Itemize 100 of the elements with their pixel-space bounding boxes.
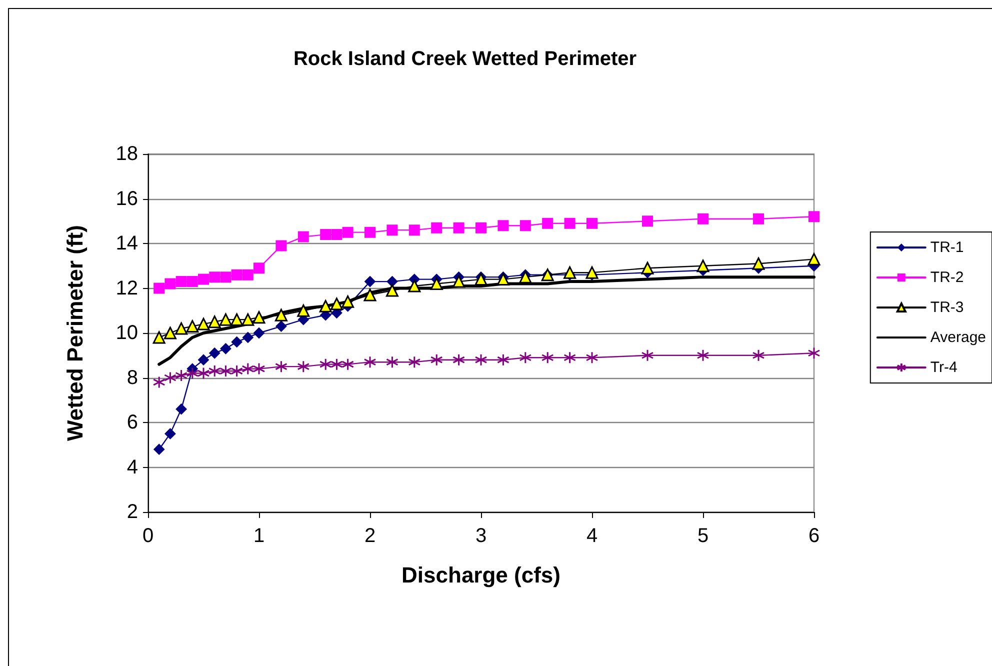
x-tick-label: 0: [142, 525, 154, 547]
legend-label: TR-2: [930, 269, 964, 286]
point: [564, 266, 576, 279]
point: [176, 404, 187, 415]
point: [209, 272, 220, 283]
point: [519, 351, 532, 364]
point: [198, 274, 209, 285]
point: [330, 358, 343, 371]
point: [452, 275, 466, 288]
y-tick-label: 16: [116, 188, 138, 210]
point: [520, 220, 531, 232]
point: [641, 349, 654, 362]
point: [176, 276, 187, 288]
point: [752, 349, 765, 362]
point: [175, 322, 188, 335]
point: [364, 356, 376, 368]
point: [274, 360, 288, 373]
point: [753, 213, 764, 224]
point: [320, 229, 332, 240]
point: [208, 364, 221, 378]
y-tick-label: 6: [126, 412, 138, 434]
point: [319, 300, 332, 312]
y-tick-label: 10: [116, 322, 138, 344]
point: [498, 220, 509, 232]
legend-label: Tr-4: [930, 359, 958, 376]
point: [430, 278, 443, 290]
point: [330, 298, 343, 310]
point: [152, 331, 166, 344]
point: [698, 213, 708, 224]
point: [242, 362, 254, 376]
point: [198, 354, 209, 366]
point: [808, 252, 820, 266]
point: [496, 354, 510, 366]
point: [298, 231, 309, 242]
point: [297, 360, 310, 373]
point: [164, 372, 176, 384]
point: [154, 444, 165, 455]
x-tick-label: 4: [586, 525, 598, 547]
point: [209, 348, 220, 359]
point: [364, 288, 376, 302]
point: [641, 262, 654, 274]
point: [208, 316, 221, 328]
point: [408, 224, 420, 236]
point: [164, 278, 176, 290]
point: [386, 356, 398, 368]
y-tick-label: 8: [126, 366, 138, 389]
y-tick-label: 14: [116, 232, 138, 254]
point: [242, 269, 254, 280]
point: [164, 326, 176, 340]
point: [276, 320, 287, 332]
point: [252, 311, 266, 324]
point: [752, 257, 765, 270]
point: [808, 346, 820, 360]
x-axis-title: Discharge (cfs): [402, 562, 560, 588]
point: [586, 218, 598, 229]
point: [696, 260, 710, 272]
point: [342, 226, 354, 238]
point: [476, 222, 486, 234]
point: [564, 351, 576, 364]
point: [220, 343, 232, 354]
point: [186, 320, 199, 333]
point: [254, 262, 264, 274]
point: [496, 273, 510, 286]
point: [164, 428, 176, 440]
point: [186, 276, 198, 288]
point: [386, 276, 398, 288]
legend-label: TR-1: [930, 239, 964, 256]
point: [642, 216, 653, 227]
point: [231, 269, 242, 280]
point: [197, 367, 210, 380]
point: [430, 354, 443, 366]
point: [474, 354, 488, 366]
point: [586, 351, 598, 364]
x-tick-label: 5: [697, 525, 709, 547]
point: [276, 240, 287, 252]
point: [254, 328, 264, 338]
legend-label: Average: [930, 329, 986, 346]
point: [230, 313, 244, 326]
point: [175, 369, 188, 382]
point: [154, 282, 165, 294]
point: [564, 218, 576, 229]
point: [696, 349, 710, 362]
y-tick-label: 4: [126, 456, 138, 478]
x-tick-label: 3: [475, 525, 487, 547]
point: [220, 272, 232, 283]
y-tick-label: 2: [126, 501, 138, 523]
x-tick-label: 2: [364, 525, 376, 547]
legend-label: TR-3: [930, 299, 964, 316]
point: [386, 284, 398, 297]
y-tick-label: 18: [116, 143, 138, 165]
point: [386, 224, 398, 236]
point: [252, 362, 266, 376]
point: [342, 358, 354, 371]
point: [197, 318, 210, 330]
point: [219, 364, 232, 378]
point: [319, 358, 332, 371]
point: [274, 308, 288, 322]
point: [297, 304, 310, 317]
y-axis-title: Wetted Perimeter (ft): [62, 225, 88, 441]
point: [364, 226, 376, 238]
